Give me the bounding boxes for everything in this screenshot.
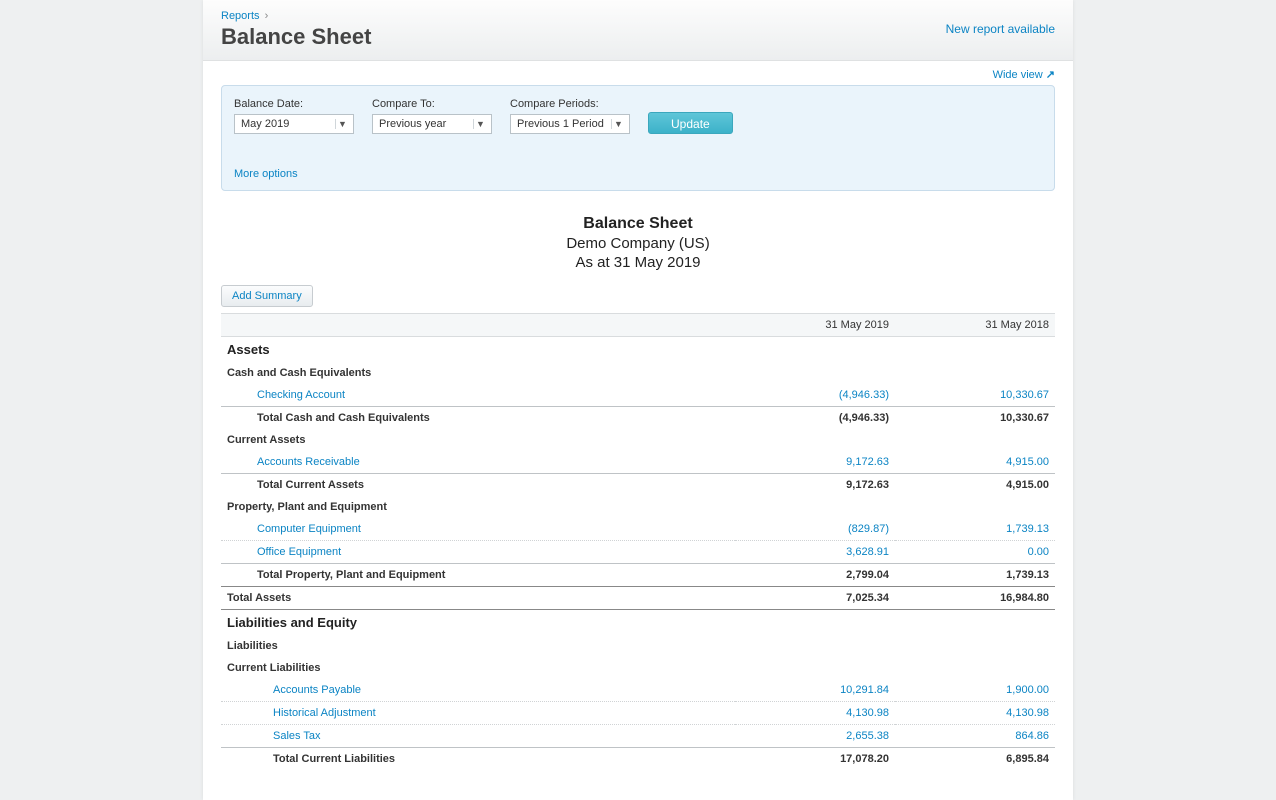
page-header: Reports › Balance Sheet New report avail… bbox=[203, 0, 1073, 61]
section-header: Liabilities and Equity bbox=[221, 610, 1055, 636]
compare-to-select[interactable]: Previous year ▼ bbox=[372, 114, 492, 134]
section-total: Total Assets7,025.3416,984.80 bbox=[221, 587, 1055, 610]
group-header: Current Liabilities bbox=[221, 657, 1055, 679]
value-link[interactable]: 9,172.63 bbox=[846, 456, 889, 468]
account-link[interactable]: Accounts Payable bbox=[273, 684, 361, 696]
line-item: Computer Equipment (829.87) 1,739.13 bbox=[221, 518, 1055, 541]
expand-icon: ↗ bbox=[1046, 69, 1055, 81]
value-link[interactable]: 1,900.00 bbox=[1006, 684, 1049, 696]
account-link[interactable]: Sales Tax bbox=[273, 730, 321, 742]
group-total: Total Current Assets9,172.634,915.00 bbox=[221, 474, 1055, 497]
value-link[interactable]: (4,946.33) bbox=[839, 389, 889, 401]
subgroup-header: Liabilities bbox=[221, 635, 1055, 657]
group-total: Total Cash and Cash Equivalents(4,946.33… bbox=[221, 407, 1055, 430]
section-header: Assets bbox=[221, 337, 1055, 363]
page-title: Balance Sheet bbox=[221, 24, 1055, 50]
filter-panel: Balance Date: May 2019 ▼ Compare To: Pre… bbox=[221, 85, 1055, 191]
value-link[interactable]: 4,915.00 bbox=[1006, 456, 1049, 468]
balance-date-select[interactable]: May 2019 ▼ bbox=[234, 114, 354, 134]
new-report-link[interactable]: New report available bbox=[946, 22, 1055, 36]
line-item: Accounts Receivable 9,172.63 4,915.00 bbox=[221, 451, 1055, 474]
col-header-1: 31 May 2019 bbox=[735, 314, 895, 337]
value-link[interactable]: (829.87) bbox=[848, 523, 889, 535]
update-button[interactable]: Update bbox=[648, 112, 733, 134]
value-link[interactable]: 864.86 bbox=[1015, 730, 1049, 742]
value-link[interactable]: 4,130.98 bbox=[846, 707, 889, 719]
wide-view-label: Wide view bbox=[993, 69, 1043, 81]
more-options-link[interactable]: More options bbox=[234, 168, 1042, 180]
col-header-2: 31 May 2018 bbox=[895, 314, 1055, 337]
value-link[interactable]: 1,739.13 bbox=[1006, 523, 1049, 535]
value-link[interactable]: 10,291.84 bbox=[840, 684, 889, 696]
group-total: Total Current Liabilities17,078.206,895.… bbox=[221, 748, 1055, 771]
value-link[interactable]: 0.00 bbox=[1028, 546, 1049, 558]
value-link[interactable]: 3,628.91 bbox=[846, 546, 889, 558]
group-header: Cash and Cash Equivalents bbox=[221, 362, 1055, 384]
line-item: Checking Account (4,946.33) 10,330.67 bbox=[221, 384, 1055, 407]
compare-periods-label: Compare Periods: bbox=[510, 98, 630, 110]
report-asat: As at 31 May 2019 bbox=[221, 254, 1055, 271]
compare-periods-value: Previous 1 Period bbox=[517, 118, 604, 130]
compare-to-group: Compare To: Previous year ▼ bbox=[372, 98, 492, 134]
report-table: 31 May 2019 31 May 2018 AssetsCash and C… bbox=[221, 313, 1055, 770]
report-company: Demo Company (US) bbox=[221, 235, 1055, 252]
wide-view-link[interactable]: Wide view ↗ bbox=[993, 69, 1055, 81]
add-summary-button[interactable]: Add Summary bbox=[221, 285, 313, 307]
group-header: Property, Plant and Equipment bbox=[221, 496, 1055, 518]
toolbar: Wide view ↗ bbox=[203, 61, 1073, 81]
group-header: Current Assets bbox=[221, 429, 1055, 451]
compare-to-label: Compare To: bbox=[372, 98, 492, 110]
line-item: Accounts Payable 10,291.84 1,900.00 bbox=[221, 679, 1055, 702]
account-link[interactable]: Computer Equipment bbox=[257, 523, 361, 535]
update-group: Update bbox=[648, 112, 733, 134]
account-link[interactable]: Accounts Receivable bbox=[257, 456, 360, 468]
report-title: Balance Sheet bbox=[221, 215, 1055, 233]
account-link[interactable]: Office Equipment bbox=[257, 546, 341, 558]
balance-date-label: Balance Date: bbox=[234, 98, 354, 110]
chevron-down-icon: ▼ bbox=[335, 119, 349, 129]
balance-date-value: May 2019 bbox=[241, 118, 289, 130]
chevron-right-icon: › bbox=[265, 10, 269, 22]
page-container: Reports › Balance Sheet New report avail… bbox=[203, 0, 1073, 800]
breadcrumb-root[interactable]: Reports bbox=[221, 10, 260, 22]
line-item: Sales Tax 2,655.38 864.86 bbox=[221, 725, 1055, 748]
breadcrumb: Reports › bbox=[221, 10, 1055, 22]
compare-to-value: Previous year bbox=[379, 118, 446, 130]
compare-periods-group: Compare Periods: Previous 1 Period ▼ bbox=[510, 98, 630, 134]
account-link[interactable]: Checking Account bbox=[257, 389, 345, 401]
report-body: Balance Sheet Demo Company (US) As at 31… bbox=[203, 201, 1073, 800]
chevron-down-icon: ▼ bbox=[473, 119, 487, 129]
report-titles: Balance Sheet Demo Company (US) As at 31… bbox=[221, 215, 1055, 271]
group-total: Total Property, Plant and Equipment2,799… bbox=[221, 564, 1055, 587]
value-link[interactable]: 4,130.98 bbox=[1006, 707, 1049, 719]
value-link[interactable]: 10,330.67 bbox=[1000, 389, 1049, 401]
account-link[interactable]: Historical Adjustment bbox=[273, 707, 376, 719]
value-link[interactable]: 2,655.38 bbox=[846, 730, 889, 742]
chevron-down-icon: ▼ bbox=[611, 119, 625, 129]
balance-date-group: Balance Date: May 2019 ▼ bbox=[234, 98, 354, 134]
compare-periods-select[interactable]: Previous 1 Period ▼ bbox=[510, 114, 630, 134]
line-item: Historical Adjustment 4,130.98 4,130.98 bbox=[221, 702, 1055, 725]
line-item: Office Equipment 3,628.91 0.00 bbox=[221, 541, 1055, 564]
column-header-row: 31 May 2019 31 May 2018 bbox=[221, 314, 1055, 337]
